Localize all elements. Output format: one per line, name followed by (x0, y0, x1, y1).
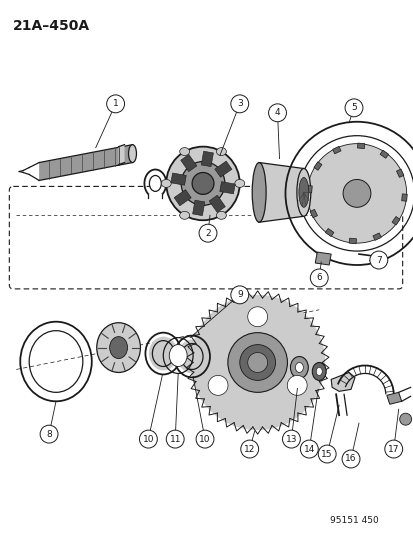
Ellipse shape (179, 148, 189, 156)
Polygon shape (379, 150, 388, 158)
Polygon shape (39, 144, 132, 181)
Text: 1: 1 (112, 99, 118, 108)
Text: 15: 15 (320, 449, 332, 458)
Polygon shape (219, 182, 235, 194)
Polygon shape (391, 216, 399, 225)
Text: 5: 5 (350, 103, 356, 112)
Ellipse shape (161, 180, 171, 188)
Polygon shape (174, 190, 191, 206)
Ellipse shape (97, 322, 140, 373)
Ellipse shape (179, 211, 189, 219)
Circle shape (230, 95, 248, 113)
Circle shape (341, 450, 359, 468)
Ellipse shape (181, 161, 224, 205)
Ellipse shape (290, 357, 308, 378)
Ellipse shape (311, 362, 325, 381)
Text: 21A–450A: 21A–450A (13, 19, 90, 33)
Text: 4: 4 (274, 108, 280, 117)
Polygon shape (148, 195, 162, 200)
Text: 13: 13 (285, 434, 297, 443)
Circle shape (268, 104, 286, 122)
Polygon shape (209, 195, 225, 212)
Polygon shape (332, 147, 340, 154)
Ellipse shape (149, 337, 177, 370)
Circle shape (208, 375, 228, 395)
Circle shape (107, 95, 124, 113)
Polygon shape (356, 143, 364, 149)
Circle shape (310, 269, 328, 287)
Polygon shape (214, 161, 231, 177)
Polygon shape (313, 161, 321, 170)
Circle shape (139, 430, 157, 448)
Circle shape (384, 440, 402, 458)
Ellipse shape (169, 345, 187, 367)
Circle shape (240, 440, 258, 458)
Circle shape (196, 430, 214, 448)
Ellipse shape (192, 173, 214, 195)
Circle shape (300, 440, 318, 458)
Text: 8: 8 (46, 430, 52, 439)
Circle shape (247, 352, 267, 373)
Text: 10: 10 (142, 434, 154, 443)
Polygon shape (372, 233, 380, 240)
Polygon shape (396, 169, 403, 177)
Ellipse shape (316, 367, 321, 375)
Polygon shape (330, 373, 354, 391)
Text: 2: 2 (205, 229, 210, 238)
Circle shape (318, 445, 335, 463)
Polygon shape (118, 144, 124, 165)
Text: 16: 16 (344, 455, 356, 464)
Circle shape (199, 224, 216, 242)
Text: 6: 6 (316, 273, 321, 282)
Polygon shape (348, 238, 356, 244)
Polygon shape (315, 252, 330, 265)
Circle shape (230, 286, 248, 304)
Circle shape (247, 307, 267, 327)
Polygon shape (201, 151, 213, 167)
Text: 17: 17 (387, 445, 399, 454)
Text: 9: 9 (236, 290, 242, 300)
Text: 3: 3 (236, 99, 242, 108)
Circle shape (282, 430, 300, 448)
Ellipse shape (109, 337, 127, 359)
Circle shape (342, 180, 370, 207)
Ellipse shape (128, 144, 136, 163)
Polygon shape (192, 200, 204, 216)
Circle shape (287, 375, 306, 395)
Ellipse shape (295, 362, 303, 373)
Circle shape (239, 345, 275, 381)
Circle shape (40, 425, 58, 443)
Polygon shape (309, 209, 317, 218)
Polygon shape (171, 173, 186, 185)
Ellipse shape (149, 175, 161, 191)
Ellipse shape (216, 148, 226, 156)
Circle shape (306, 144, 406, 243)
Ellipse shape (296, 168, 310, 216)
Text: 7: 7 (375, 255, 381, 264)
Ellipse shape (298, 177, 308, 207)
Text: 95151 450: 95151 450 (329, 516, 377, 525)
Circle shape (227, 333, 287, 392)
Text: 12: 12 (243, 445, 255, 454)
Polygon shape (259, 163, 303, 222)
Polygon shape (401, 194, 406, 201)
Ellipse shape (177, 340, 206, 374)
Text: 10: 10 (199, 434, 210, 443)
Polygon shape (325, 229, 333, 237)
Circle shape (190, 295, 325, 430)
Circle shape (369, 251, 387, 269)
Polygon shape (306, 185, 311, 193)
Ellipse shape (252, 163, 266, 222)
Circle shape (399, 413, 411, 425)
Text: 14: 14 (303, 445, 314, 454)
Ellipse shape (166, 147, 239, 220)
Circle shape (166, 430, 184, 448)
Ellipse shape (234, 180, 244, 188)
Text: 11: 11 (169, 434, 180, 443)
Circle shape (344, 99, 362, 117)
Ellipse shape (216, 211, 226, 219)
Polygon shape (386, 392, 401, 404)
Polygon shape (180, 155, 196, 172)
